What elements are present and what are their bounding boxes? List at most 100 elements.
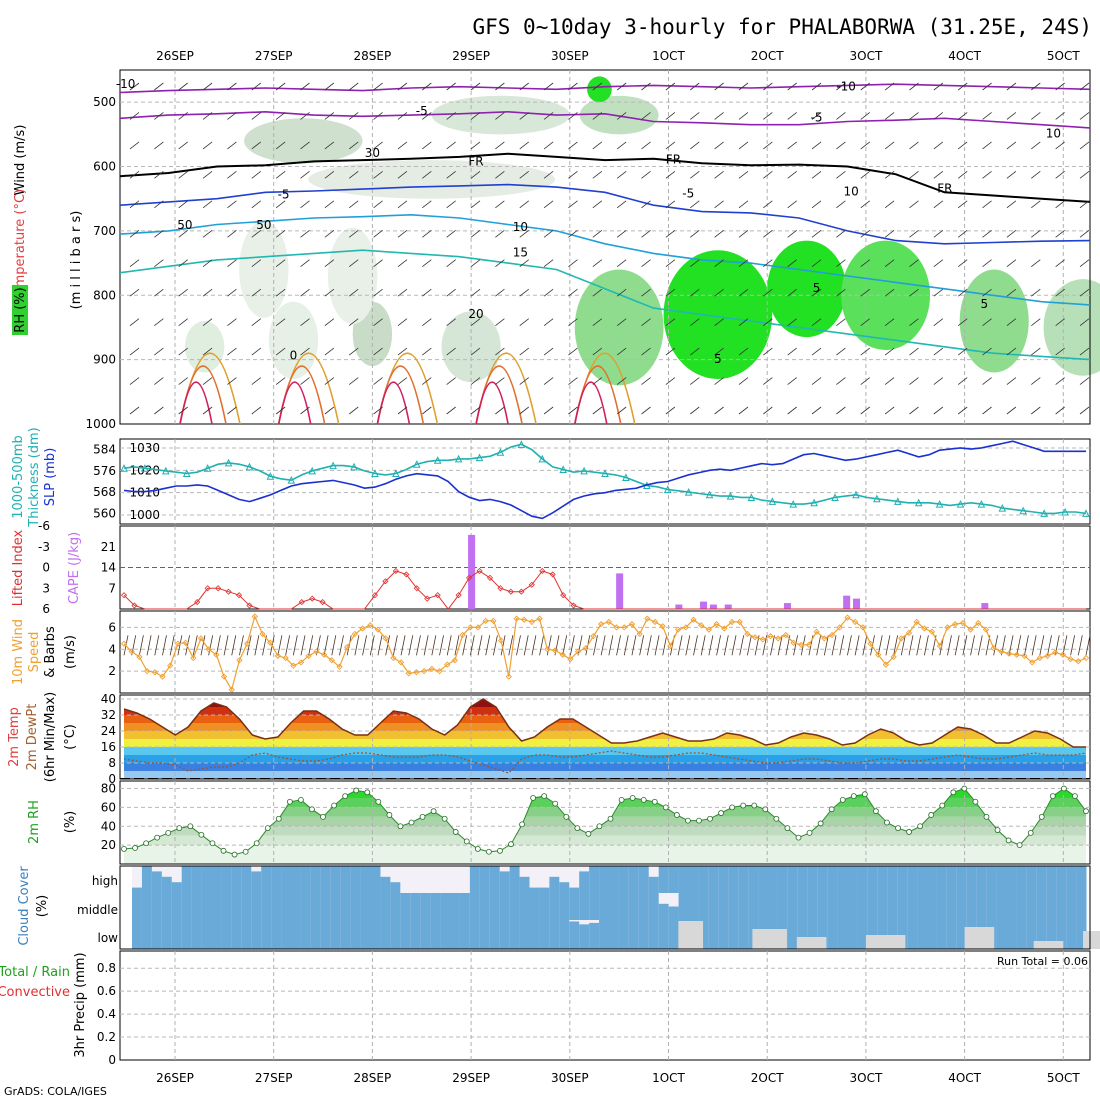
cloud-cell xyxy=(867,893,878,920)
wind-barb xyxy=(690,171,700,179)
cloud-cell xyxy=(618,866,630,893)
cloud-cell xyxy=(1046,920,1057,949)
wind-barb xyxy=(909,377,919,385)
wind-barb xyxy=(227,141,237,150)
lifted-point xyxy=(371,592,379,599)
rh-point xyxy=(497,847,503,854)
wind-barb xyxy=(884,347,895,356)
slp-tick: 1000 xyxy=(129,508,160,522)
wind-barb xyxy=(300,377,310,385)
wind-barb xyxy=(1006,406,1017,415)
rh-point xyxy=(696,817,702,824)
wind-point xyxy=(359,625,366,632)
precip-tick: 0.4 xyxy=(97,1007,116,1021)
wind-barb xyxy=(714,406,724,415)
wind-point xyxy=(952,620,959,628)
wind-barb xyxy=(982,200,992,209)
wind-point xyxy=(220,673,228,680)
wind-barb xyxy=(860,82,871,91)
wind-barb xyxy=(154,171,164,179)
rh-bands xyxy=(124,788,1086,864)
wind-barb xyxy=(1079,229,1090,238)
wind-barb xyxy=(909,406,919,415)
wind-barb xyxy=(738,259,749,268)
cloud-gap xyxy=(1033,941,1064,949)
cloud-cell xyxy=(787,920,799,949)
wind-barb xyxy=(593,635,598,656)
wind-barb xyxy=(546,635,552,656)
wind-barb xyxy=(616,288,627,297)
wind-barb xyxy=(169,635,175,656)
temp-tick: 32 xyxy=(101,708,116,722)
wind-barb xyxy=(129,82,140,91)
cloud-cell xyxy=(976,893,988,920)
cloud-cell xyxy=(708,866,719,893)
wind-barb xyxy=(373,377,383,385)
cloud-cell xyxy=(519,876,530,893)
rh-point xyxy=(121,846,127,852)
wind-barb xyxy=(192,635,198,656)
wind-barb xyxy=(1006,82,1017,91)
wind-barb xyxy=(923,635,929,656)
wind-barb xyxy=(300,200,310,209)
thickness-frame xyxy=(119,438,1091,525)
wind-point xyxy=(959,619,967,627)
wind-barb xyxy=(616,347,627,356)
wind-barb xyxy=(568,229,578,238)
wind-barb xyxy=(947,635,952,656)
cloud-cell xyxy=(350,866,362,893)
wind-point xyxy=(844,614,851,621)
wind-barb xyxy=(400,635,406,656)
rh-point xyxy=(231,851,238,858)
wind-barb xyxy=(646,635,652,656)
rh-point xyxy=(264,825,271,832)
cape-tick: 7 xyxy=(108,581,116,595)
cloud-cell xyxy=(350,920,362,949)
lifted-label: Lifted Index xyxy=(11,529,26,606)
wind-barb xyxy=(543,318,554,326)
wind-tick: 4 xyxy=(108,642,116,656)
wind-barb xyxy=(129,259,140,268)
cloud-cell xyxy=(420,920,431,949)
wind-point xyxy=(344,643,351,651)
wind-barb xyxy=(373,288,383,297)
cloud-cell-bg xyxy=(440,866,451,893)
wind-point xyxy=(290,662,297,669)
wind-barb xyxy=(860,141,871,150)
rh-point xyxy=(132,845,138,851)
wind-barb xyxy=(495,406,505,415)
wind-barb xyxy=(154,406,164,415)
wind-barb xyxy=(324,347,335,356)
rh-point xyxy=(928,812,935,818)
wind-barb xyxy=(129,171,140,179)
slp-label: SLP (mb) xyxy=(43,448,58,507)
cloud-cell xyxy=(897,893,908,920)
wind-barb xyxy=(763,141,773,150)
cloud-cell xyxy=(887,866,898,893)
wind-barb xyxy=(954,635,960,656)
contour-label: -10 xyxy=(836,80,856,94)
top-date-label: 30SEP xyxy=(551,49,589,63)
cloud-cell xyxy=(986,866,998,893)
cloud-cell xyxy=(658,866,670,893)
wind-point xyxy=(413,669,420,676)
cloud-cell xyxy=(618,920,630,949)
thickness-tick: 576 xyxy=(93,464,116,478)
wind-barb xyxy=(665,347,676,356)
cloud-cell xyxy=(221,866,232,893)
lifted-point xyxy=(298,599,305,606)
rh-point xyxy=(430,808,437,815)
wind-barb xyxy=(1054,635,1060,656)
wind-barb xyxy=(665,200,676,209)
rh-point xyxy=(519,821,525,828)
cloud-cell xyxy=(489,893,501,920)
rh-band xyxy=(124,826,1086,836)
cloud-cell xyxy=(300,920,312,949)
contour-label: -5 xyxy=(278,188,290,202)
cloud-cell xyxy=(628,920,640,949)
rh-point xyxy=(1016,842,1023,849)
rh-point xyxy=(873,808,879,815)
lifted-point xyxy=(215,585,222,592)
cloud-cell xyxy=(499,871,511,893)
wind-point xyxy=(136,653,143,661)
